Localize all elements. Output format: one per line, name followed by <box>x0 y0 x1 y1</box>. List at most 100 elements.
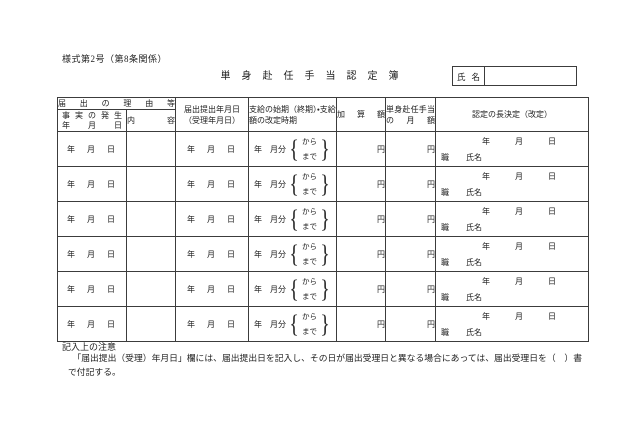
period-to: まで <box>302 326 317 336</box>
header-content: 内容 <box>126 109 176 132</box>
left-brace-icon: { <box>289 275 299 303</box>
notes-heading: 記入上の注意 <box>62 342 117 352</box>
period-from: から <box>302 277 317 286</box>
decision-cell: 年 月 日 職氏名 <box>435 201 589 237</box>
period-from-to: から まで <box>302 313 317 335</box>
decision-name-line: 職氏名 <box>441 292 482 302</box>
period-from-to: から まで <box>302 138 317 160</box>
header-reason-group: 届出の理由等 <box>57 97 176 110</box>
monthly-amount-cell: 円 <box>385 271 436 307</box>
decision-date-line: 年 月 日 <box>482 241 556 251</box>
header-monthly-amount: 単身赴任手当の月額 <box>385 97 436 132</box>
period-prefix: 年 月分 <box>254 284 286 294</box>
submit-date-cell: 年 月 日 <box>175 201 249 237</box>
right-brace-icon: } <box>320 240 330 268</box>
submit-date-cell: 年 月 日 <box>175 236 249 272</box>
period-prefix: 年 月分 <box>254 179 286 189</box>
addition-amount-cell: 円 <box>336 271 386 307</box>
period-prefix: 年 月分 <box>254 214 286 224</box>
fact-date-cell: 年 月 日 <box>57 131 127 167</box>
decision-date-line: 年 月 日 <box>482 136 556 146</box>
table-row: 年 月 日 年 月 日 年 月分 { から まで } 円 円 <box>57 131 589 167</box>
table-row: 年 月 日 年 月 日 年 月分 { から まで } 円 円 <box>57 306 589 342</box>
left-brace-icon: { <box>289 240 299 268</box>
addition-amount-cell: 円 <box>336 201 386 237</box>
name-box: 氏名 <box>452 66 577 86</box>
decision-cell: 年 月 日 職氏名 <box>435 131 589 167</box>
right-brace-icon: } <box>320 205 330 233</box>
content-cell[interactable] <box>126 271 176 307</box>
name-field[interactable] <box>485 67 576 85</box>
period-to: まで <box>302 186 317 196</box>
decision-cell: 年 月 日 職氏名 <box>435 166 589 202</box>
fact-date-cell: 年 月 日 <box>57 306 127 342</box>
fact-date-cell: 年 月 日 <box>57 166 127 202</box>
table-row: 年 月 日 年 月 日 年 月分 { から まで } 円 円 <box>57 201 589 237</box>
fact-date-cell: 年 月 日 <box>57 201 127 237</box>
table-row: 年 月 日 年 月 日 年 月分 { から まで } 円 円 <box>57 166 589 202</box>
content-cell[interactable] <box>126 131 176 167</box>
table-body: 年 月 日 年 月 日 年 月分 { から まで } 円 円 <box>57 131 589 342</box>
period-from-to: から まで <box>302 278 317 300</box>
header-fact-date: 事実の発生 年月日 <box>57 109 127 132</box>
right-brace-icon: } <box>320 275 330 303</box>
header-period: 支給の始期（終期）・支給額の改定時期 <box>248 97 337 132</box>
period-cell: 年 月分 { から まで } <box>248 236 337 272</box>
period-from-to: から まで <box>302 243 317 265</box>
period-prefix: 年 月分 <box>254 249 286 259</box>
submit-date-cell: 年 月 日 <box>175 131 249 167</box>
addition-amount-cell: 円 <box>336 306 386 342</box>
header-submit-date: 届出提出年月日 （受理年月日） <box>175 97 249 132</box>
decision-cell: 年 月 日 職氏名 <box>435 236 589 272</box>
period-from-to: から まで <box>302 208 317 230</box>
decision-date-line: 年 月 日 <box>482 311 556 321</box>
period-cell: 年 月分 { から まで } <box>248 271 337 307</box>
monthly-amount-cell: 円 <box>385 131 436 167</box>
period-to: まで <box>302 291 317 301</box>
submit-date-cell: 年 月 日 <box>175 306 249 342</box>
table-row: 年 月 日 年 月 日 年 月分 { から まで } 円 円 <box>57 271 589 307</box>
content-cell[interactable] <box>126 306 176 342</box>
decision-name-line: 職氏名 <box>441 327 482 337</box>
period-to: まで <box>302 151 317 161</box>
form-title: 単身赴任手当認定簿 <box>220 71 410 82</box>
period-prefix: 年 月分 <box>254 144 286 154</box>
period-from: から <box>302 137 317 146</box>
period-from-to: から まで <box>302 173 317 195</box>
decision-name-line: 職氏名 <box>441 257 482 267</box>
decision-name-line: 職氏名 <box>441 152 482 162</box>
submit-date-cell: 年 月 日 <box>175 166 249 202</box>
decision-date-line: 年 月 日 <box>482 206 556 216</box>
notes-body: 「届出提出（受理）年月日」欄には、届出提出日を記入し、その日が届出受理日と異なる… <box>68 353 583 377</box>
monthly-amount-cell: 円 <box>385 201 436 237</box>
right-brace-icon: } <box>320 135 330 163</box>
period-prefix: 年 月分 <box>254 319 286 329</box>
content-cell[interactable] <box>126 201 176 237</box>
period-cell: 年 月分 { から まで } <box>248 201 337 237</box>
period-from: から <box>302 242 317 251</box>
right-brace-icon: } <box>320 310 330 338</box>
addition-amount-cell: 円 <box>336 166 386 202</box>
period-from: から <box>302 172 317 181</box>
addition-amount-cell: 円 <box>336 131 386 167</box>
monthly-amount-cell: 円 <box>385 306 436 342</box>
period-cell: 年 月分 { から まで } <box>248 131 337 167</box>
form-number: 様式第2号（第8条関係） <box>62 54 168 64</box>
period-from: から <box>302 207 317 216</box>
left-brace-icon: { <box>289 205 299 233</box>
header-decision: 認定の長決定（改定） <box>435 97 589 132</box>
addition-amount-cell: 円 <box>336 236 386 272</box>
monthly-amount-cell: 円 <box>385 236 436 272</box>
content-cell[interactable] <box>126 236 176 272</box>
table-row: 年 月 日 年 月 日 年 月分 { から まで } 円 円 <box>57 236 589 272</box>
submit-date-cell: 年 月 日 <box>175 271 249 307</box>
register-table: 届出の理由等 届出提出年月日 （受理年月日） 支給の始期（終期）・支給額の改定時… <box>57 97 589 342</box>
period-cell: 年 月分 { から まで } <box>248 306 337 342</box>
period-from: から <box>302 312 317 321</box>
left-brace-icon: { <box>289 170 299 198</box>
decision-name-line: 職氏名 <box>441 222 482 232</box>
header-addition: 加算額 <box>336 97 386 132</box>
left-brace-icon: { <box>289 135 299 163</box>
content-cell[interactable] <box>126 166 176 202</box>
